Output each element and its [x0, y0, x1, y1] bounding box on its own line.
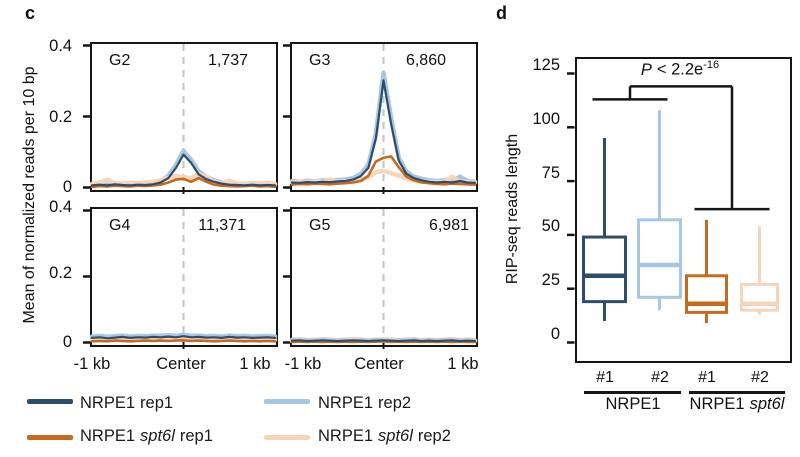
legend-text-italic: spt6l	[378, 427, 413, 445]
x-tick-label: Center	[156, 355, 206, 373]
group-label: G4	[109, 217, 131, 234]
legend-swatch-nrpe1-rep2	[264, 399, 310, 404]
y-tick-label: 100	[532, 110, 560, 128]
metaplot-G5-canvas	[283, 209, 478, 349]
group-underline-nrpe1	[584, 391, 681, 394]
x-tick-label-rep2: #2	[651, 369, 669, 386]
p-value-exponent: -16	[703, 59, 720, 71]
panel-d-label: d	[496, 3, 507, 23]
legend-swatch-nrpe1-rep1	[27, 399, 73, 404]
legend-label-nrpe1-rep2: NRPE1 rep2	[318, 394, 411, 413]
group-name: NRPE1	[605, 395, 661, 413]
group-name: NRPE1	[689, 395, 745, 413]
legend-swatch-nrpe1-spt6l-rep2	[264, 435, 310, 440]
y-tick-label: 0	[62, 333, 72, 351]
y-tick-label: 25	[541, 271, 560, 289]
metaplot-G3: G3 6,860	[283, 42, 478, 194]
legend-text: NRPE1	[318, 427, 374, 445]
metaplot-G3-canvas	[283, 44, 478, 194]
legend-label-nrpe1-spt6l-rep2: NRPE1 spt6l rep2	[318, 427, 451, 446]
legend-swatch-nrpe1-spt6l-rep1	[27, 435, 73, 440]
metaplot-G4: G4 11,371	[83, 207, 278, 349]
legend-text: rep2	[417, 427, 451, 445]
x-tick-label-rep2: #2	[751, 369, 769, 386]
group-label: G3	[309, 52, 331, 69]
legend-label-nrpe1-rep1: NRPE1 rep1	[80, 394, 173, 413]
metaplot-G2: G2 1,737	[83, 42, 278, 194]
legend-text: NRPE1	[80, 394, 136, 412]
group-underline-nrpe1-spt6l	[689, 391, 785, 394]
y-tick-label: 50	[541, 217, 560, 235]
y-tick-label: 0.2	[49, 108, 72, 126]
x-tick-label-rep1: #1	[596, 369, 614, 386]
region-count: 6,981	[428, 217, 469, 234]
y-tick-label: 0	[550, 325, 560, 343]
group-label-nrpe1-spt6l: NRPE1 spt6l	[690, 395, 785, 414]
metaplot-G5: G5 6,981	[283, 207, 478, 349]
y-tick-label: 0	[62, 178, 72, 196]
x-tick-label-rep1: #1	[698, 369, 716, 386]
group-label-nrpe1: NRPE1	[605, 395, 660, 414]
x-tick-label: 1 kb	[447, 355, 479, 373]
metaplot-G4-canvas	[83, 209, 278, 349]
legend-text: rep2	[378, 394, 412, 412]
y-tick-label: 0.4	[49, 198, 72, 216]
boxplot-frame	[567, 57, 792, 363]
region-count: 6,860	[405, 52, 446, 69]
x-tick-label: Center	[354, 355, 404, 373]
group-label: G2	[109, 52, 131, 69]
p-value-annotation: P < 2.2e-16	[600, 59, 760, 80]
p-symbol: P	[640, 60, 652, 79]
legend-text-italic: spt6l	[140, 427, 175, 445]
region-count: 1,737	[207, 52, 248, 69]
panel-d-y-axis-title: RIP-seq reads length	[504, 133, 521, 285]
legend-label-nrpe1-spt6l-rep1: NRPE1 spt6l rep1	[80, 427, 213, 446]
y-tick-label: 125	[532, 56, 560, 74]
x-tick-label: -1 kb	[73, 355, 111, 373]
group-label: G5	[309, 217, 331, 234]
legend-text: NRPE1	[318, 394, 374, 412]
boxplot-canvas	[567, 72, 779, 344]
legend-text: rep1	[140, 394, 174, 412]
y-tick-label: 0.4	[49, 37, 72, 55]
panel-c-label: c	[25, 3, 36, 23]
x-tick-label: -1 kb	[284, 355, 322, 373]
x-tick-label: 1 kb	[239, 355, 271, 373]
legend-text: NRPE1	[80, 427, 136, 445]
legend-text: rep1	[179, 427, 213, 445]
y-tick-label: 0.2	[49, 264, 72, 282]
region-count: 11,371	[198, 217, 246, 234]
metaplot-G2-canvas	[83, 44, 278, 194]
group-name-italic: spt6l	[749, 395, 785, 413]
p-value-text: < 2.2e	[656, 60, 704, 79]
y-tick-label: 75	[541, 164, 560, 182]
